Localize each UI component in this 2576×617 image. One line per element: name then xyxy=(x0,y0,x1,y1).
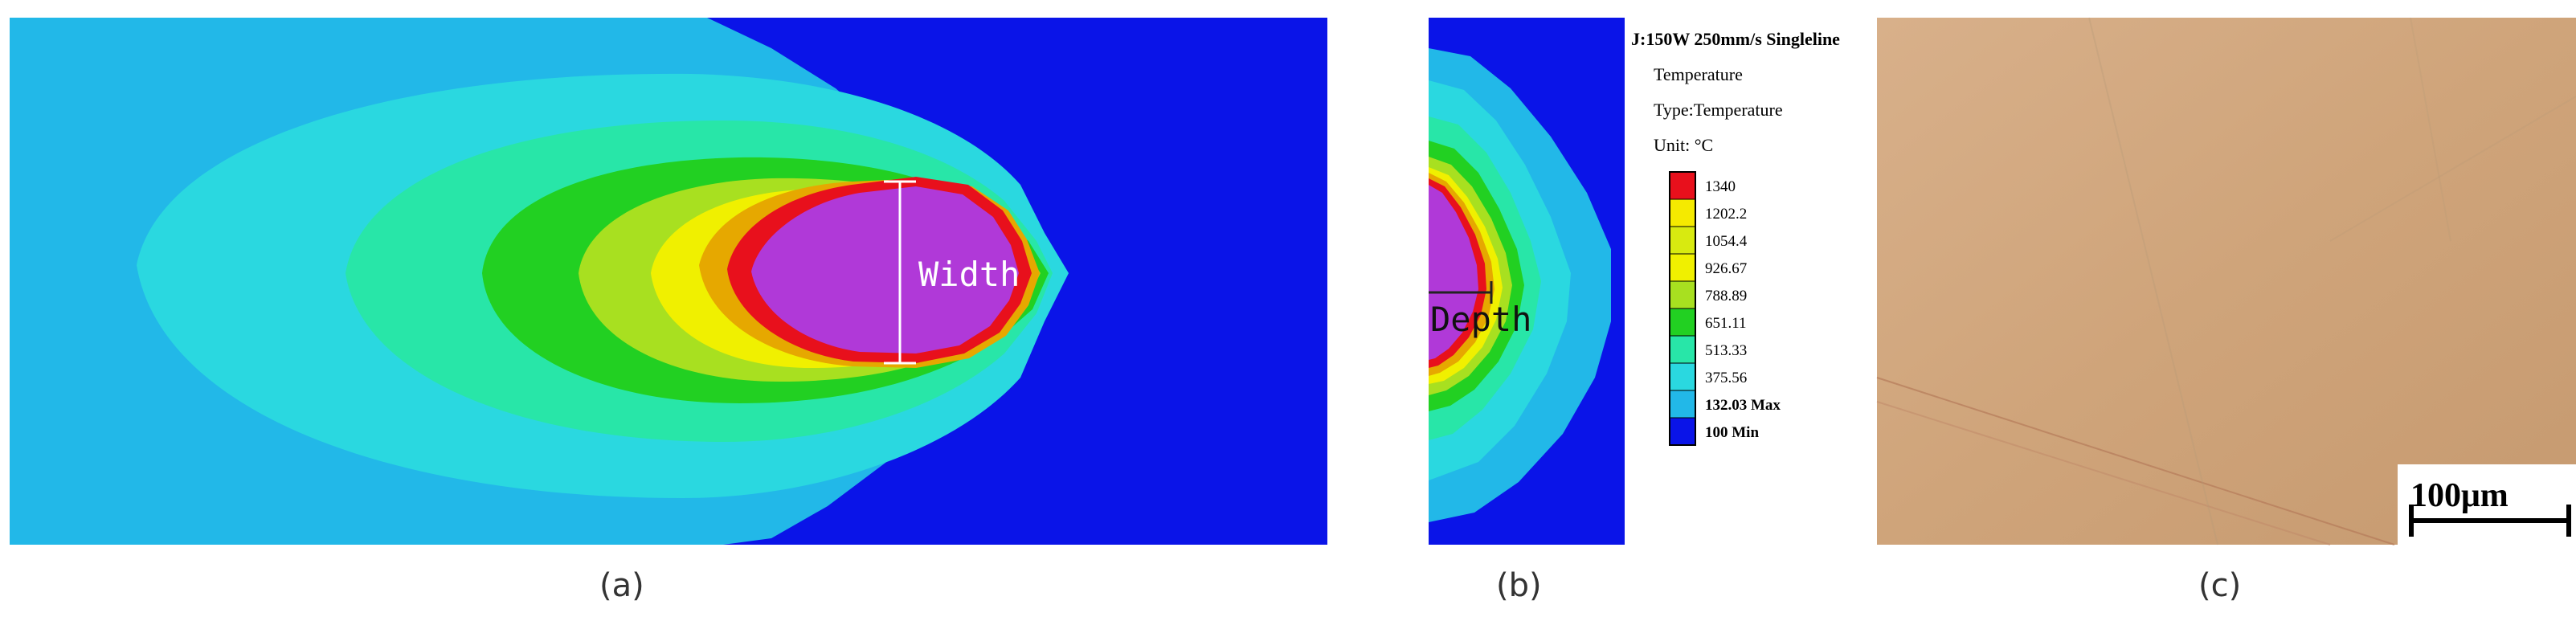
legend-swatch xyxy=(1669,417,1696,446)
legend-swatch xyxy=(1669,335,1696,364)
legend-frame xyxy=(1669,171,1696,446)
legend-swatch xyxy=(1669,308,1696,337)
legend-swatch xyxy=(1669,198,1696,227)
legend-swatches: 1340 1202.2 1054.4 926.67 788.89 651.11 513.33… xyxy=(1669,171,1781,446)
legend-entry-label: 513.33 xyxy=(1705,342,1747,359)
depth-dimension-marker xyxy=(1429,281,1493,304)
legend: J:150W 250mm/s Singleline Temperature Ty… xyxy=(1631,29,1840,446)
legend-title: J:150W 250mm/s Singleline xyxy=(1631,29,1840,49)
legend-entry-label: 132.03 Max xyxy=(1705,397,1781,414)
panel-a-caption: (a) xyxy=(599,567,644,604)
width-label: Width xyxy=(918,255,1020,294)
legend-swatch xyxy=(1669,280,1696,309)
panel-c-caption: (c) xyxy=(2198,567,2241,604)
legend-entry-label: 1340 xyxy=(1705,178,1736,195)
width-dimension-marker xyxy=(884,180,916,365)
scale-bar-background xyxy=(2398,464,2576,545)
legend-entry-label: 100 Min xyxy=(1705,424,1759,441)
legend-entry-label: 1202.2 xyxy=(1705,206,1747,223)
legend-swatch xyxy=(1669,171,1696,200)
panel-a-contour-plot xyxy=(10,18,1327,545)
legend-entry-label: 375.56 xyxy=(1705,370,1747,386)
legend-entry-label: 1054.4 xyxy=(1705,233,1748,250)
legend-unit: Unit: °C xyxy=(1654,135,1713,155)
legend-type: Type:Temperature xyxy=(1654,100,1783,120)
legend-entry-label: 651.11 xyxy=(1705,315,1747,332)
legend-swatch xyxy=(1669,390,1696,419)
legend-entry-label: 788.89 xyxy=(1705,288,1747,304)
panel-c-micrograph: 100μm xyxy=(1876,17,2576,545)
legend-swatch xyxy=(1669,226,1696,255)
scale-bar xyxy=(2409,505,2571,537)
scale-bar-label: 100μm xyxy=(2410,477,2509,514)
legend-entry-label: 926.67 xyxy=(1705,260,1747,277)
micrograph-image xyxy=(1877,18,2576,545)
panel-b-contour-plot xyxy=(1429,18,1625,545)
legend-quantity: Temperature xyxy=(1654,64,1743,84)
section-melt-pool xyxy=(1429,185,1478,360)
depth-label: Depth xyxy=(1430,300,1531,339)
panel-b-caption: (b) xyxy=(1496,567,1542,604)
legend-swatch xyxy=(1669,362,1696,391)
melt-pool-region xyxy=(751,186,1019,353)
micrograph-scratches xyxy=(1876,17,2576,545)
legend-swatch xyxy=(1669,253,1696,282)
